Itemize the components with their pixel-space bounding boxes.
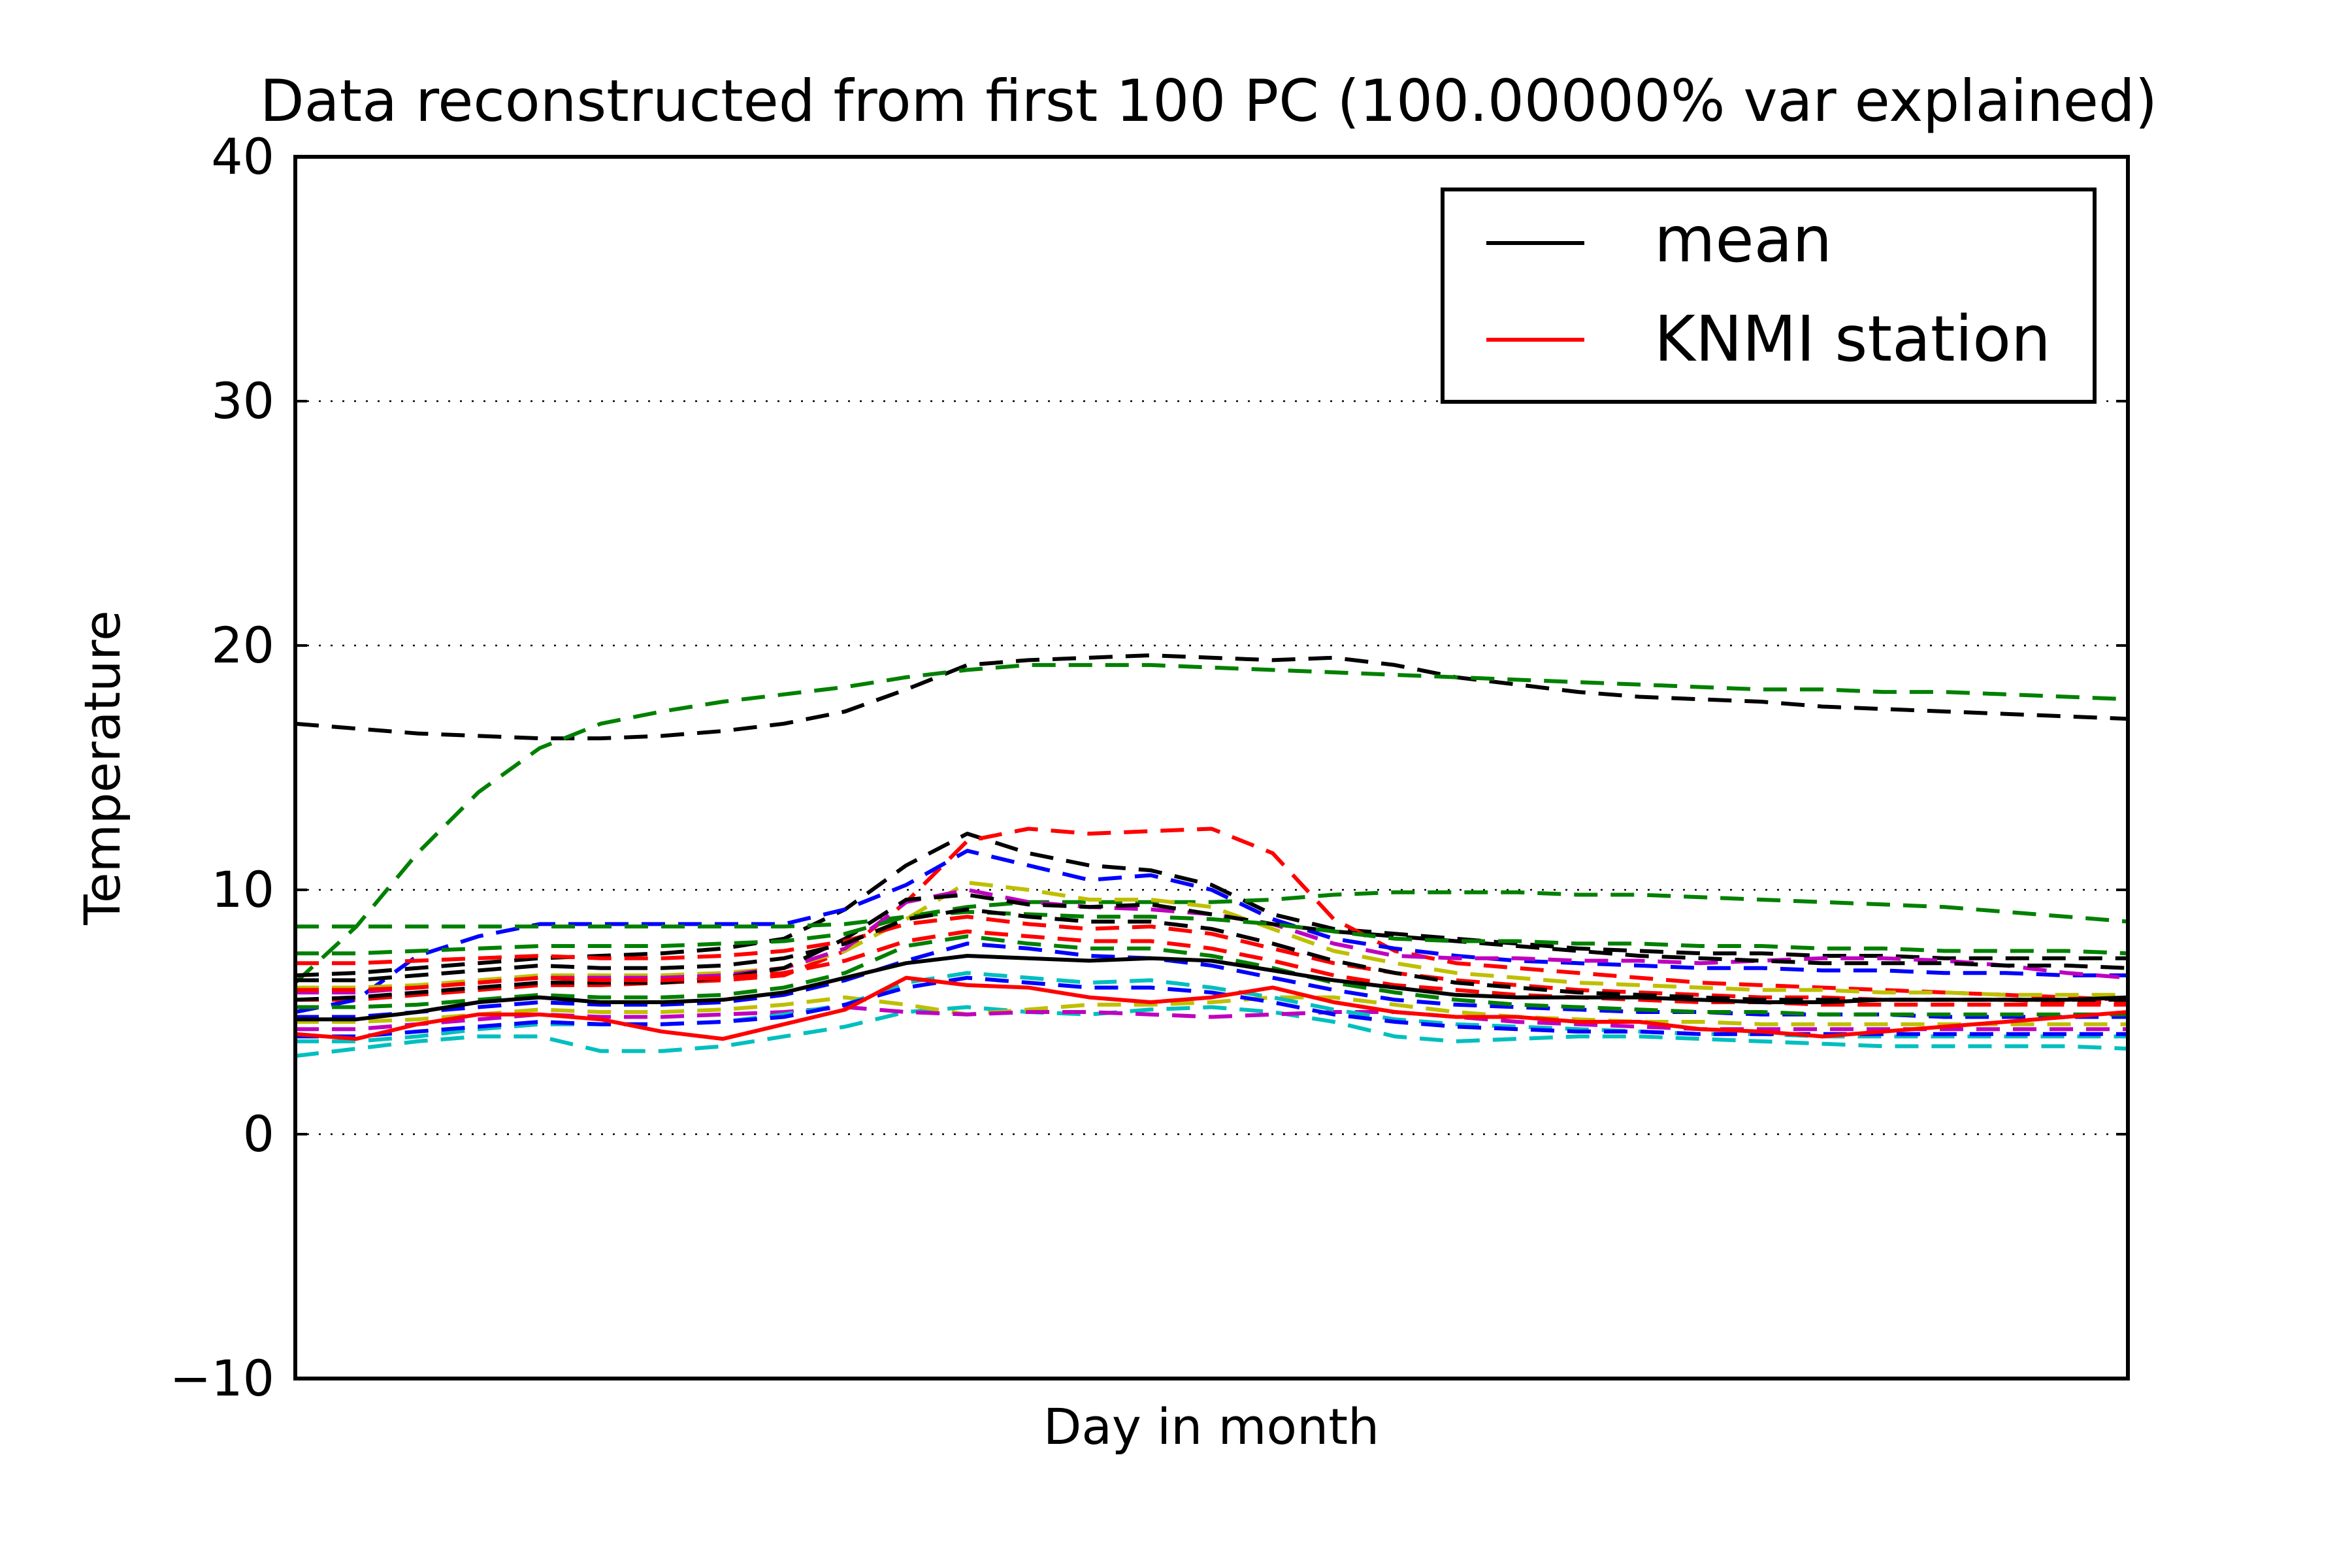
member-series-line-9 bbox=[295, 1005, 2128, 1058]
legend-label-mean: mean bbox=[1654, 203, 1832, 276]
member-series-line-4 bbox=[295, 826, 2128, 1002]
chart-title: Data reconstructed from first 100 PC (10… bbox=[260, 67, 2157, 135]
member-series-line-18 bbox=[295, 934, 2128, 1017]
highlighted-series-group bbox=[295, 954, 2128, 1041]
y-tick-label: 20 bbox=[211, 616, 274, 674]
mean-series-line bbox=[295, 954, 2128, 1022]
member-series-line-7 bbox=[295, 880, 2128, 997]
member-series-line-8 bbox=[295, 888, 2128, 995]
member-series-group bbox=[295, 653, 2128, 1058]
member-series-line-11 bbox=[295, 909, 2128, 956]
y-tick-label: 10 bbox=[211, 860, 274, 919]
member-series-line-1 bbox=[295, 653, 2128, 741]
member-series-line-14 bbox=[295, 995, 2128, 1026]
member-series-line-15 bbox=[295, 1005, 2128, 1032]
legend: mean KNMI station bbox=[1441, 188, 2097, 404]
member-series-line-5 bbox=[295, 849, 2128, 1014]
y-tick-label: 30 bbox=[211, 372, 274, 430]
y-tick-label: 0 bbox=[243, 1105, 274, 1163]
member-series-line-19 bbox=[295, 929, 2128, 1007]
member-series-line-17 bbox=[295, 907, 2128, 1002]
knmi-station-series-line bbox=[295, 975, 2128, 1041]
y-tick-label: −10 bbox=[170, 1349, 274, 1407]
y-tick-label: 40 bbox=[211, 127, 274, 186]
y-axis-label: Temperature bbox=[73, 610, 131, 925]
y-axis: −10 0 10 20 30 40 bbox=[170, 127, 2128, 1407]
legend-box bbox=[1441, 188, 2097, 404]
member-series-line-6 bbox=[295, 890, 2128, 929]
member-series-line-12 bbox=[295, 915, 2128, 1004]
axes-frame bbox=[293, 155, 2130, 1380]
member-series-line-10 bbox=[295, 892, 2128, 1002]
legend-label-knmi: KNMI station bbox=[1654, 302, 2051, 376]
member-series-line-20 bbox=[295, 975, 2128, 1039]
member-series-line-3 bbox=[295, 832, 2128, 977]
member-series-line-2 bbox=[295, 662, 2128, 985]
x-axis-label: Day in month bbox=[1043, 1397, 1379, 1456]
